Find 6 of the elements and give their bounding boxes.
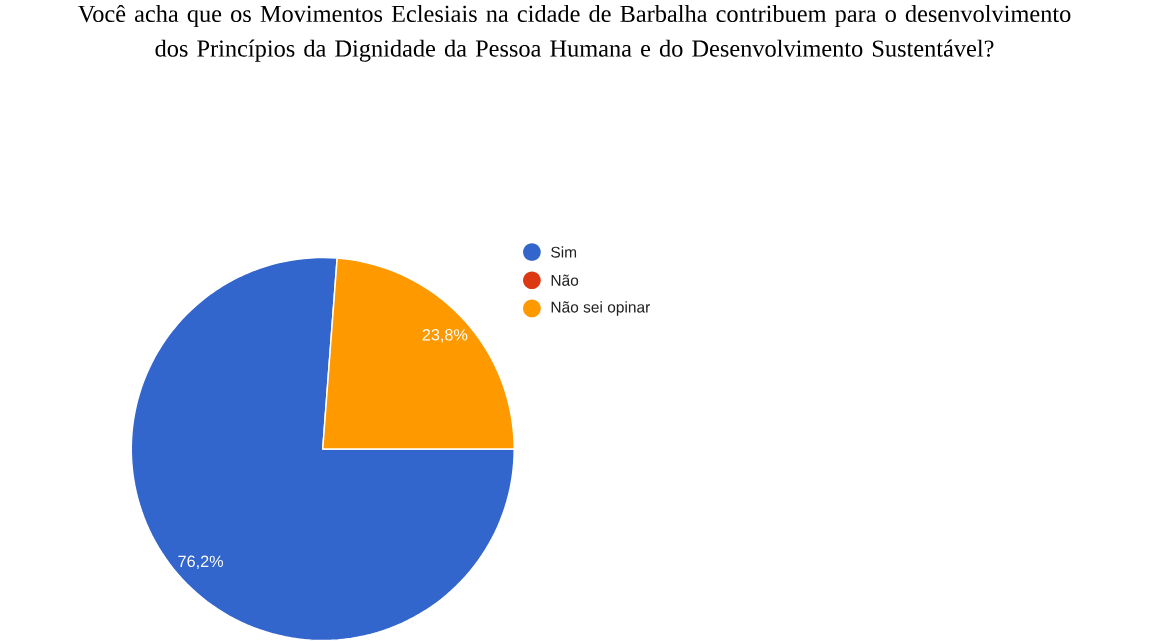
legend-label: Sim (551, 246, 577, 258)
legend-label: Não (551, 274, 579, 286)
data-label: 76,2% (178, 555, 224, 569)
legend-label: Não sei opinar (551, 301, 651, 316)
chart-title: Você acha que os Movimentos Eclesiais na cidade de Barbalha contribuem para o desenvolvimento dos Princípios da Dignidade da Pessoa Humana e do Desenvolvimento Sustentável? (78, 4, 1071, 62)
data-label: 23,8% (422, 328, 468, 343)
